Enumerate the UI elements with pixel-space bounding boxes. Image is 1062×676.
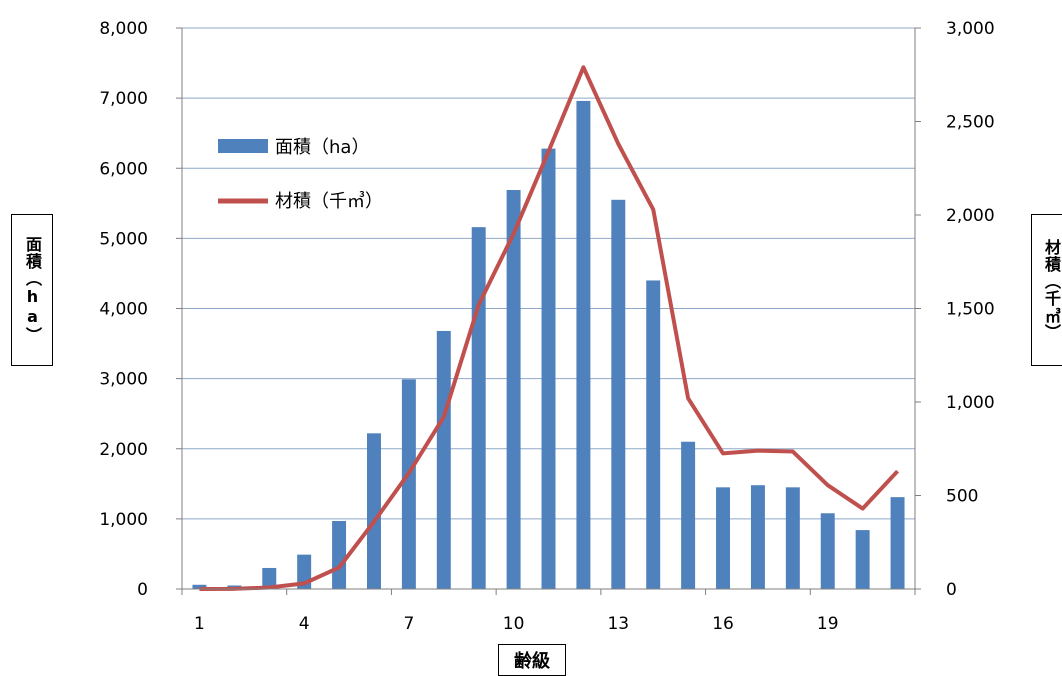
x-tick-label: 7 (403, 614, 414, 634)
y-right-tick-label: 3,000 (946, 19, 995, 39)
bar (472, 227, 486, 589)
legend-bar-label: 面積（ha） (275, 137, 369, 158)
y-right-tick-label: 2,000 (946, 206, 995, 226)
x-tick-label: 19 (817, 614, 839, 634)
y-axis-right-label: 材積（千㎥） (1031, 214, 1062, 366)
bar (576, 101, 590, 589)
y-left-tick-label: 4,000 (99, 300, 148, 320)
y-right-tick-label: 500 (946, 487, 978, 507)
bar (646, 280, 660, 589)
x-tick-label: 10 (503, 614, 525, 634)
y-left-tick-label: 2,000 (99, 440, 148, 460)
y-left-tick-label: 5,000 (99, 229, 148, 249)
bar (367, 433, 381, 589)
x-tick-label: 13 (607, 614, 629, 634)
bar (751, 485, 765, 589)
y-left-tick-label: 0 (137, 580, 148, 600)
area-bars (192, 101, 904, 589)
y-right-tick-label: 0 (946, 580, 957, 600)
legend-bar-swatch (218, 139, 268, 153)
bar (437, 331, 451, 589)
x-tick-label: 1 (194, 614, 205, 634)
bar (786, 487, 800, 589)
y-right-tick-label: 2,500 (946, 113, 995, 133)
x-tick-label: 4 (299, 614, 310, 634)
x-tick-label: 16 (712, 614, 734, 634)
bar (681, 442, 695, 589)
y-axis-left-label: 面積（ha） (11, 214, 53, 366)
bar (332, 521, 346, 589)
legend-line-label: 材積（千㎥） (275, 191, 383, 212)
bar (716, 487, 730, 589)
y-left-tick-label: 8,000 (99, 19, 148, 39)
bar (856, 530, 870, 589)
y-left-tick-label: 7,000 (99, 89, 148, 109)
legend: 面積（ha） 材積（千㎥） (218, 137, 383, 212)
bar (507, 190, 521, 589)
y-left-tick-label: 3,000 (99, 370, 148, 390)
bar (542, 149, 556, 589)
y-right-tick-label: 1,500 (946, 300, 995, 320)
y-right-tick-label: 1,000 (946, 393, 995, 413)
bar (821, 513, 835, 589)
y-left-tick-label: 1,000 (99, 510, 148, 530)
bar (891, 497, 905, 589)
bar (611, 200, 625, 589)
bar (402, 379, 416, 589)
x-axis-label: 齢級 (498, 644, 566, 676)
y-left-tick-label: 6,000 (99, 159, 148, 179)
